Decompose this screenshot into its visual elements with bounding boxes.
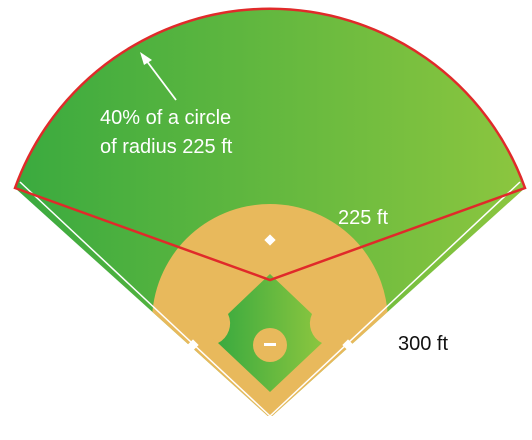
third-base [187, 339, 199, 351]
radius-label: 225 ft [338, 207, 388, 229]
baseline-dirt [175, 322, 365, 418]
sector-label: 40% of a circle [100, 107, 231, 129]
foul-line [269, 181, 521, 417]
home-plate [266, 416, 274, 425]
second-base [264, 234, 276, 246]
arrow-head [140, 52, 152, 65]
sector-label: of radius 225 ft [100, 136, 233, 158]
first-base [342, 339, 354, 351]
pitchers-rubber [264, 343, 276, 346]
batters-box [275, 413, 284, 427]
arrow-line [145, 59, 177, 101]
foul-line [19, 181, 271, 417]
foul-line-label: 300 ft [398, 333, 448, 355]
batters-box [256, 413, 265, 427]
sector-outline [13, 7, 527, 282]
